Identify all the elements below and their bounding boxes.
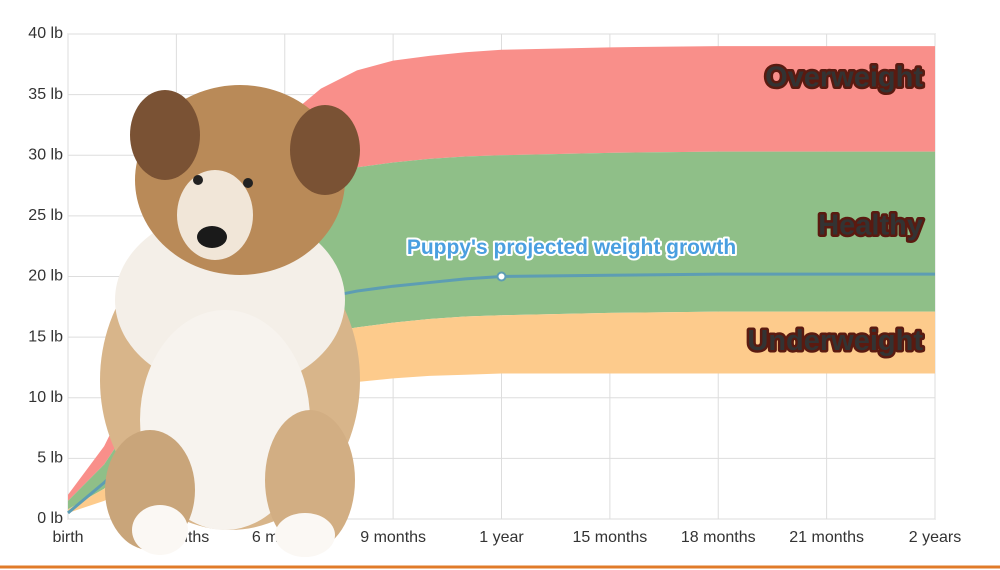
band-label: Underweight	[747, 325, 923, 357]
x-tick-label: 1 year	[479, 529, 524, 546]
weight-marker	[496, 271, 507, 282]
x-tick-label: 21 months	[789, 529, 864, 546]
puppy-photo	[100, 85, 360, 557]
band-label: Overweight	[765, 62, 923, 94]
x-tick-label: 9 months	[360, 529, 426, 546]
line-annotation: Puppy's projected weight growth	[407, 236, 736, 259]
y-tick-label: 10 lb	[28, 389, 63, 406]
y-tick-label: 0 lb	[37, 510, 63, 527]
y-tick-label: 30 lb	[28, 146, 63, 163]
y-tick-label: 25 lb	[28, 207, 63, 224]
y-tick-label: 5 lb	[37, 450, 63, 467]
x-tick-label: birth	[52, 529, 83, 546]
x-tick-label: 2 years	[909, 529, 961, 546]
y-tick-label: 20 lb	[28, 268, 63, 285]
band-label: Healthy	[818, 209, 923, 241]
x-tick-label: 18 months	[681, 529, 756, 546]
y-tick-label: 35 lb	[28, 86, 63, 103]
y-tick-label: 40 lb	[28, 25, 63, 42]
y-tick-label: 15 lb	[28, 328, 63, 345]
x-tick-label: 15 months	[573, 529, 648, 546]
